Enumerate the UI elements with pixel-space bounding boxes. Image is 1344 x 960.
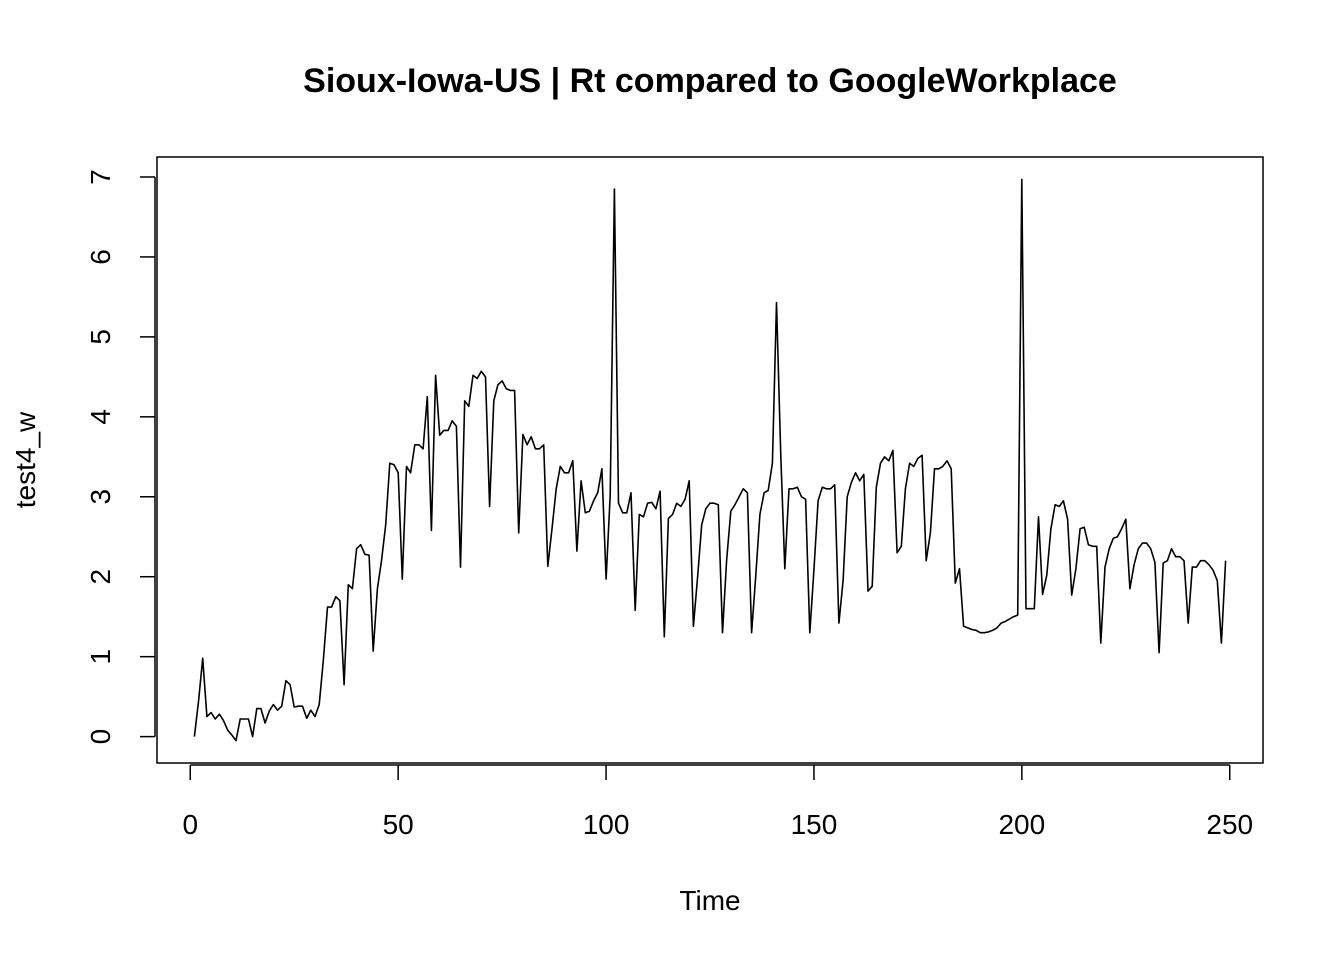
x-tick-label: 150 bbox=[791, 809, 838, 840]
x-tick-label: 250 bbox=[1206, 809, 1253, 840]
x-tick-label: 200 bbox=[998, 809, 1045, 840]
x-tick-label: 50 bbox=[383, 809, 414, 840]
y-tick-label: 6 bbox=[85, 249, 116, 265]
y-tick-label: 5 bbox=[85, 329, 116, 345]
y-tick-label: 7 bbox=[85, 169, 116, 185]
chart-title: Sioux-Iowa-US | Rt compared to GoogleWor… bbox=[303, 62, 1117, 100]
y-tick-label: 4 bbox=[85, 409, 116, 425]
y-axis-label: test4_w bbox=[10, 411, 41, 508]
x-tick-label: 0 bbox=[182, 809, 198, 840]
y-tick-label: 0 bbox=[85, 729, 116, 745]
y-tick-label: 1 bbox=[85, 649, 116, 665]
y-tick-label: 2 bbox=[85, 569, 116, 585]
x-tick-label: 100 bbox=[583, 809, 630, 840]
y-tick-label: 3 bbox=[85, 489, 116, 505]
x-axis-label: Time bbox=[679, 885, 740, 916]
